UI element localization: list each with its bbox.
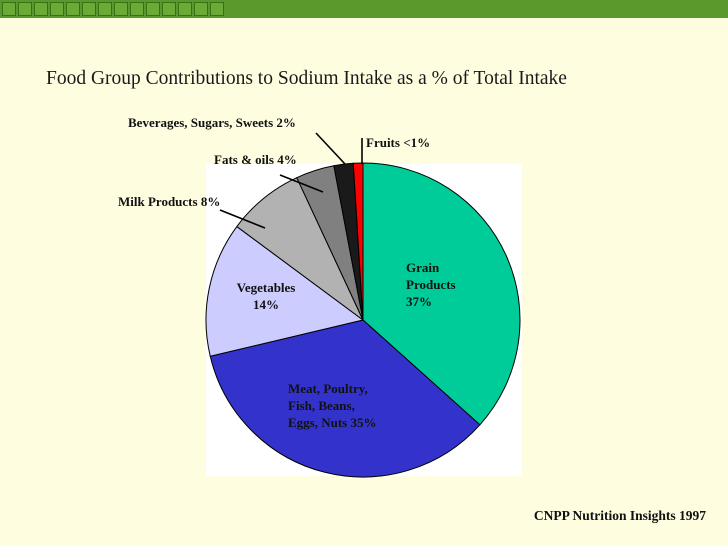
frame-square <box>178 2 192 16</box>
frame-square <box>82 2 96 16</box>
frame-square <box>162 2 176 16</box>
slice-label: Meat, Poultry, Fish, Beans, Eggs, Nuts 35% <box>288 381 377 430</box>
slice-label: Grain Products 37% <box>406 260 456 309</box>
frame-square <box>34 2 48 16</box>
leader-line <box>279 174 324 193</box>
frame-square <box>18 2 32 16</box>
frame-square <box>210 2 224 16</box>
pie-slice <box>205 225 365 357</box>
frame-square <box>146 2 160 16</box>
leader-line <box>219 209 266 229</box>
slice-label: Beverages, Sugars, Sweets 2% <box>128 115 296 130</box>
slice-label: Fruits <1% <box>366 135 430 150</box>
frame-square <box>130 2 144 16</box>
pie-slice <box>352 162 364 321</box>
pie-slice <box>362 162 521 426</box>
slice-label: Milk Products 8% <box>118 194 220 209</box>
source-credit: CNPP Nutrition Insights 1997 <box>533 508 706 523</box>
slice-label: Fats & oils 4% <box>214 152 297 167</box>
frame-square <box>2 2 16 16</box>
frame-square <box>50 2 64 16</box>
pie-slice <box>209 319 481 478</box>
chart-title: Food Group Contributions to Sodium Intak… <box>46 68 567 89</box>
frame-square <box>66 2 80 16</box>
frame-square <box>194 2 208 16</box>
slice-label: Vegetables 14% <box>237 280 296 312</box>
frame-square <box>98 2 112 16</box>
leader-line <box>315 132 346 165</box>
frame-decoration <box>0 0 224 18</box>
frame-square <box>114 2 128 16</box>
